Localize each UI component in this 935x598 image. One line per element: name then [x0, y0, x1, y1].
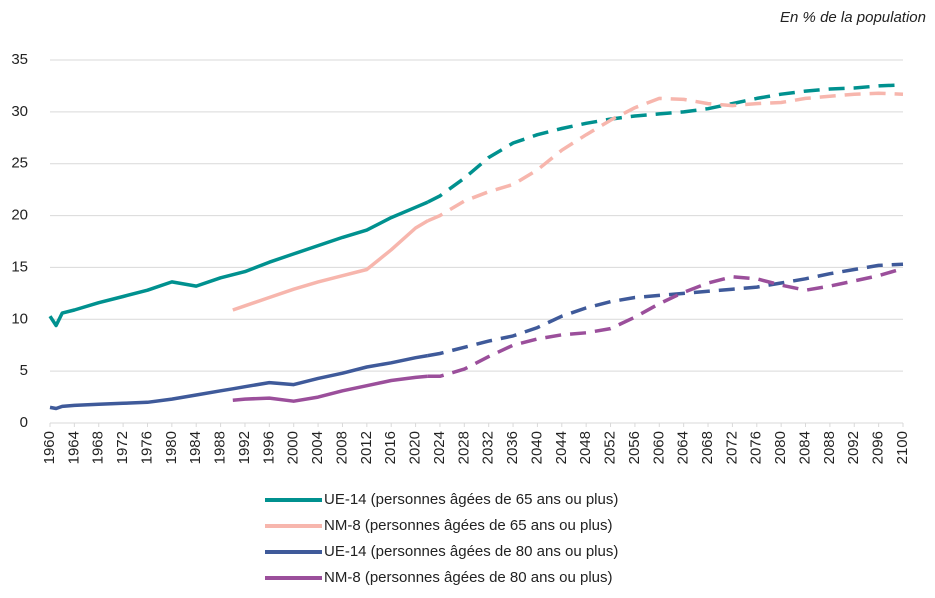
series-line	[232, 374, 428, 403]
x-tick-label: 2004	[309, 431, 326, 464]
legend-label: NM-8 (personnes âgées de 80 ans ou plus)	[324, 569, 613, 586]
y-tick-label: 25	[11, 155, 28, 172]
x-tick-label: 2020	[407, 431, 424, 464]
x-tick-label: 2068	[699, 431, 716, 464]
x-tick-label: 2056	[626, 431, 643, 464]
y-tick-label: 0	[20, 414, 28, 431]
x-tick-label: 2028	[455, 431, 472, 464]
x-tick-label: 1972	[114, 431, 131, 464]
x-tick-label: 2024	[431, 431, 448, 464]
x-tick-label: 2016	[382, 431, 399, 464]
x-tick-label: 1984	[187, 431, 204, 464]
x-tick-label: 2032	[480, 431, 497, 464]
series-line	[49, 353, 429, 411]
y-tick-label: 35	[11, 51, 28, 68]
x-tick-label: 2048	[577, 431, 594, 464]
x-tick-label: 2100	[894, 431, 911, 464]
x-tick-label: 1976	[138, 431, 155, 464]
x-tick-label: 1960	[41, 431, 58, 464]
x-tick-label: 2040	[528, 431, 545, 464]
legend-label: UE-14 (personnes âgées de 65 ans ou plus…	[324, 491, 618, 508]
x-tick-label: 1980	[163, 431, 180, 464]
x-tick-label: 1968	[90, 431, 107, 464]
x-tick-label: 1996	[260, 431, 277, 464]
projection-line	[427, 83, 904, 204]
x-tick-label: 2072	[723, 431, 740, 464]
y-tick-label: 30	[11, 103, 28, 120]
x-tick-label: 2080	[772, 431, 789, 464]
y-tick-label: 10	[11, 310, 28, 327]
y-tick-label: 20	[11, 207, 28, 224]
x-tick-label: 1988	[212, 431, 229, 464]
legend-label: NM-8 (personnes âgées de 65 ans ou plus)	[324, 517, 613, 534]
x-tick-label: 1992	[236, 431, 253, 464]
x-tick-label: 2084	[796, 431, 813, 464]
y-tick-label: 15	[11, 258, 28, 275]
projection-line	[427, 91, 904, 223]
x-tick-label: 2088	[821, 431, 838, 464]
x-tick-label: 2064	[675, 431, 692, 464]
x-tick-label: 2052	[602, 431, 619, 464]
series-line	[48, 200, 429, 328]
x-tick-label: 2076	[748, 431, 765, 464]
x-tick-label: 2036	[504, 431, 521, 464]
projection-line	[427, 262, 904, 358]
x-tick-label: 2044	[553, 431, 570, 464]
x-tick-label: 2000	[285, 431, 302, 464]
x-tick-label: 2092	[845, 431, 862, 464]
x-tick-label: 2008	[333, 431, 350, 464]
legend-label: UE-14 (personnes âgées de 80 ans ou plus…	[324, 543, 618, 560]
x-tick-label: 2012	[358, 431, 375, 464]
x-tick-label: 2096	[870, 431, 887, 464]
annotation: En % de la population	[780, 9, 926, 26]
x-tick-label: 2060	[650, 431, 667, 464]
projection-line	[427, 266, 904, 379]
series-line	[232, 219, 429, 312]
y-tick-label: 5	[20, 362, 28, 379]
x-tick-label: 1964	[65, 431, 82, 464]
